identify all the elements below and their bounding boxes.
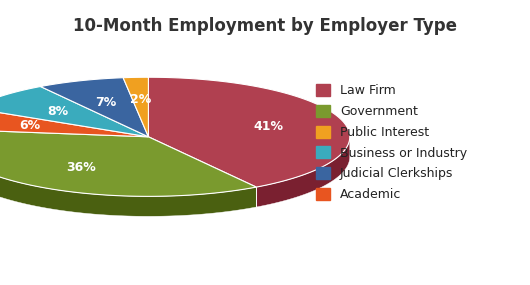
Polygon shape (0, 129, 257, 196)
Polygon shape (0, 137, 257, 216)
Polygon shape (257, 137, 350, 207)
Polygon shape (40, 78, 148, 137)
Text: 41%: 41% (253, 120, 284, 133)
Polygon shape (148, 77, 350, 187)
Text: 10-Month Employment by Employer Type: 10-Month Employment by Employer Type (73, 17, 457, 35)
Text: 36%: 36% (67, 162, 96, 174)
Polygon shape (0, 108, 148, 137)
Text: 2%: 2% (130, 93, 151, 106)
Legend: Law Firm, Government, Public Interest, Business or Industry, Judicial Clerkships: Law Firm, Government, Public Interest, B… (314, 82, 470, 203)
Text: 7%: 7% (95, 95, 117, 109)
Polygon shape (0, 87, 148, 137)
Polygon shape (123, 77, 148, 137)
Text: 8%: 8% (47, 105, 68, 118)
Text: 6%: 6% (19, 119, 40, 132)
